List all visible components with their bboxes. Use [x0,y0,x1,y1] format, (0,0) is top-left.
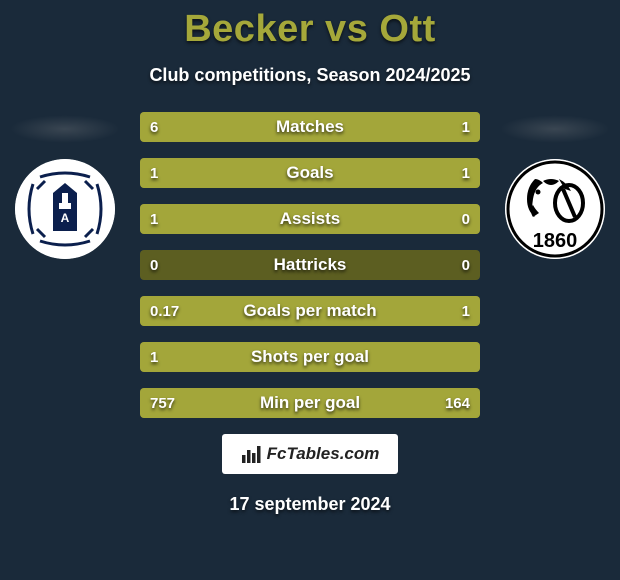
stat-label: Shots per goal [140,342,480,372]
1860-munich-crest: 1860 [505,159,605,259]
stat-value-right: 1 [462,112,470,142]
stat-label: Assists [140,204,480,234]
stat-value-right: 0 [462,250,470,280]
stat-value-left: 1 [150,158,158,188]
stat-row: Hattricks0 0 [140,250,480,280]
subtitle: Club competitions, Season 2024/2025 [0,65,620,86]
shadow-ellipse [10,115,120,143]
stat-label: Min per goal [140,388,480,418]
stat-value-left: 1 [150,342,158,372]
stat-value-left: 0.17 [150,296,179,326]
svg-text:1860: 1860 [533,230,578,252]
stat-label: Goals per match [140,296,480,326]
stat-row: Min per goal757 164 [140,388,480,418]
stat-value-left: 757 [150,388,175,418]
stat-row: Matches6 1 [140,112,480,142]
crest-left-icon: A [15,159,115,259]
stat-value-right: 1 [462,296,470,326]
stat-row: Shots per goal1 [140,342,480,372]
crest-right-icon: 1860 [505,159,605,259]
shadow-ellipse [500,115,610,143]
stat-row: Goals1 1 [140,158,480,188]
stat-value-left: 1 [150,204,158,234]
stat-value-right: 1 [462,158,470,188]
page-title: Becker vs Ott [0,0,620,51]
stat-row: Assists1 0 [140,204,480,234]
right-team-column: 1860 [490,115,620,259]
stat-label: Hattricks [140,250,480,280]
stat-value-right: 0 [462,204,470,234]
arminia-bielefeld-crest: A [15,159,115,259]
left-team-column: A [0,115,130,259]
stat-value-right: 164 [445,388,470,418]
fctables-badge[interactable]: FcTables.com [222,434,398,474]
stats-table: Matches61Goals11Assists10Hattricks00Goal… [140,112,480,418]
stat-label: Goals [140,158,480,188]
fctables-text: FcTables.com [267,444,380,464]
stat-label: Matches [140,112,480,142]
stat-row: Goals per match0.17 1 [140,296,480,326]
stat-value-left: 6 [150,112,158,142]
date-text: 17 september 2024 [0,494,620,515]
svg-text:A: A [61,211,70,225]
bars-icon [241,443,263,465]
stat-value-left: 0 [150,250,158,280]
